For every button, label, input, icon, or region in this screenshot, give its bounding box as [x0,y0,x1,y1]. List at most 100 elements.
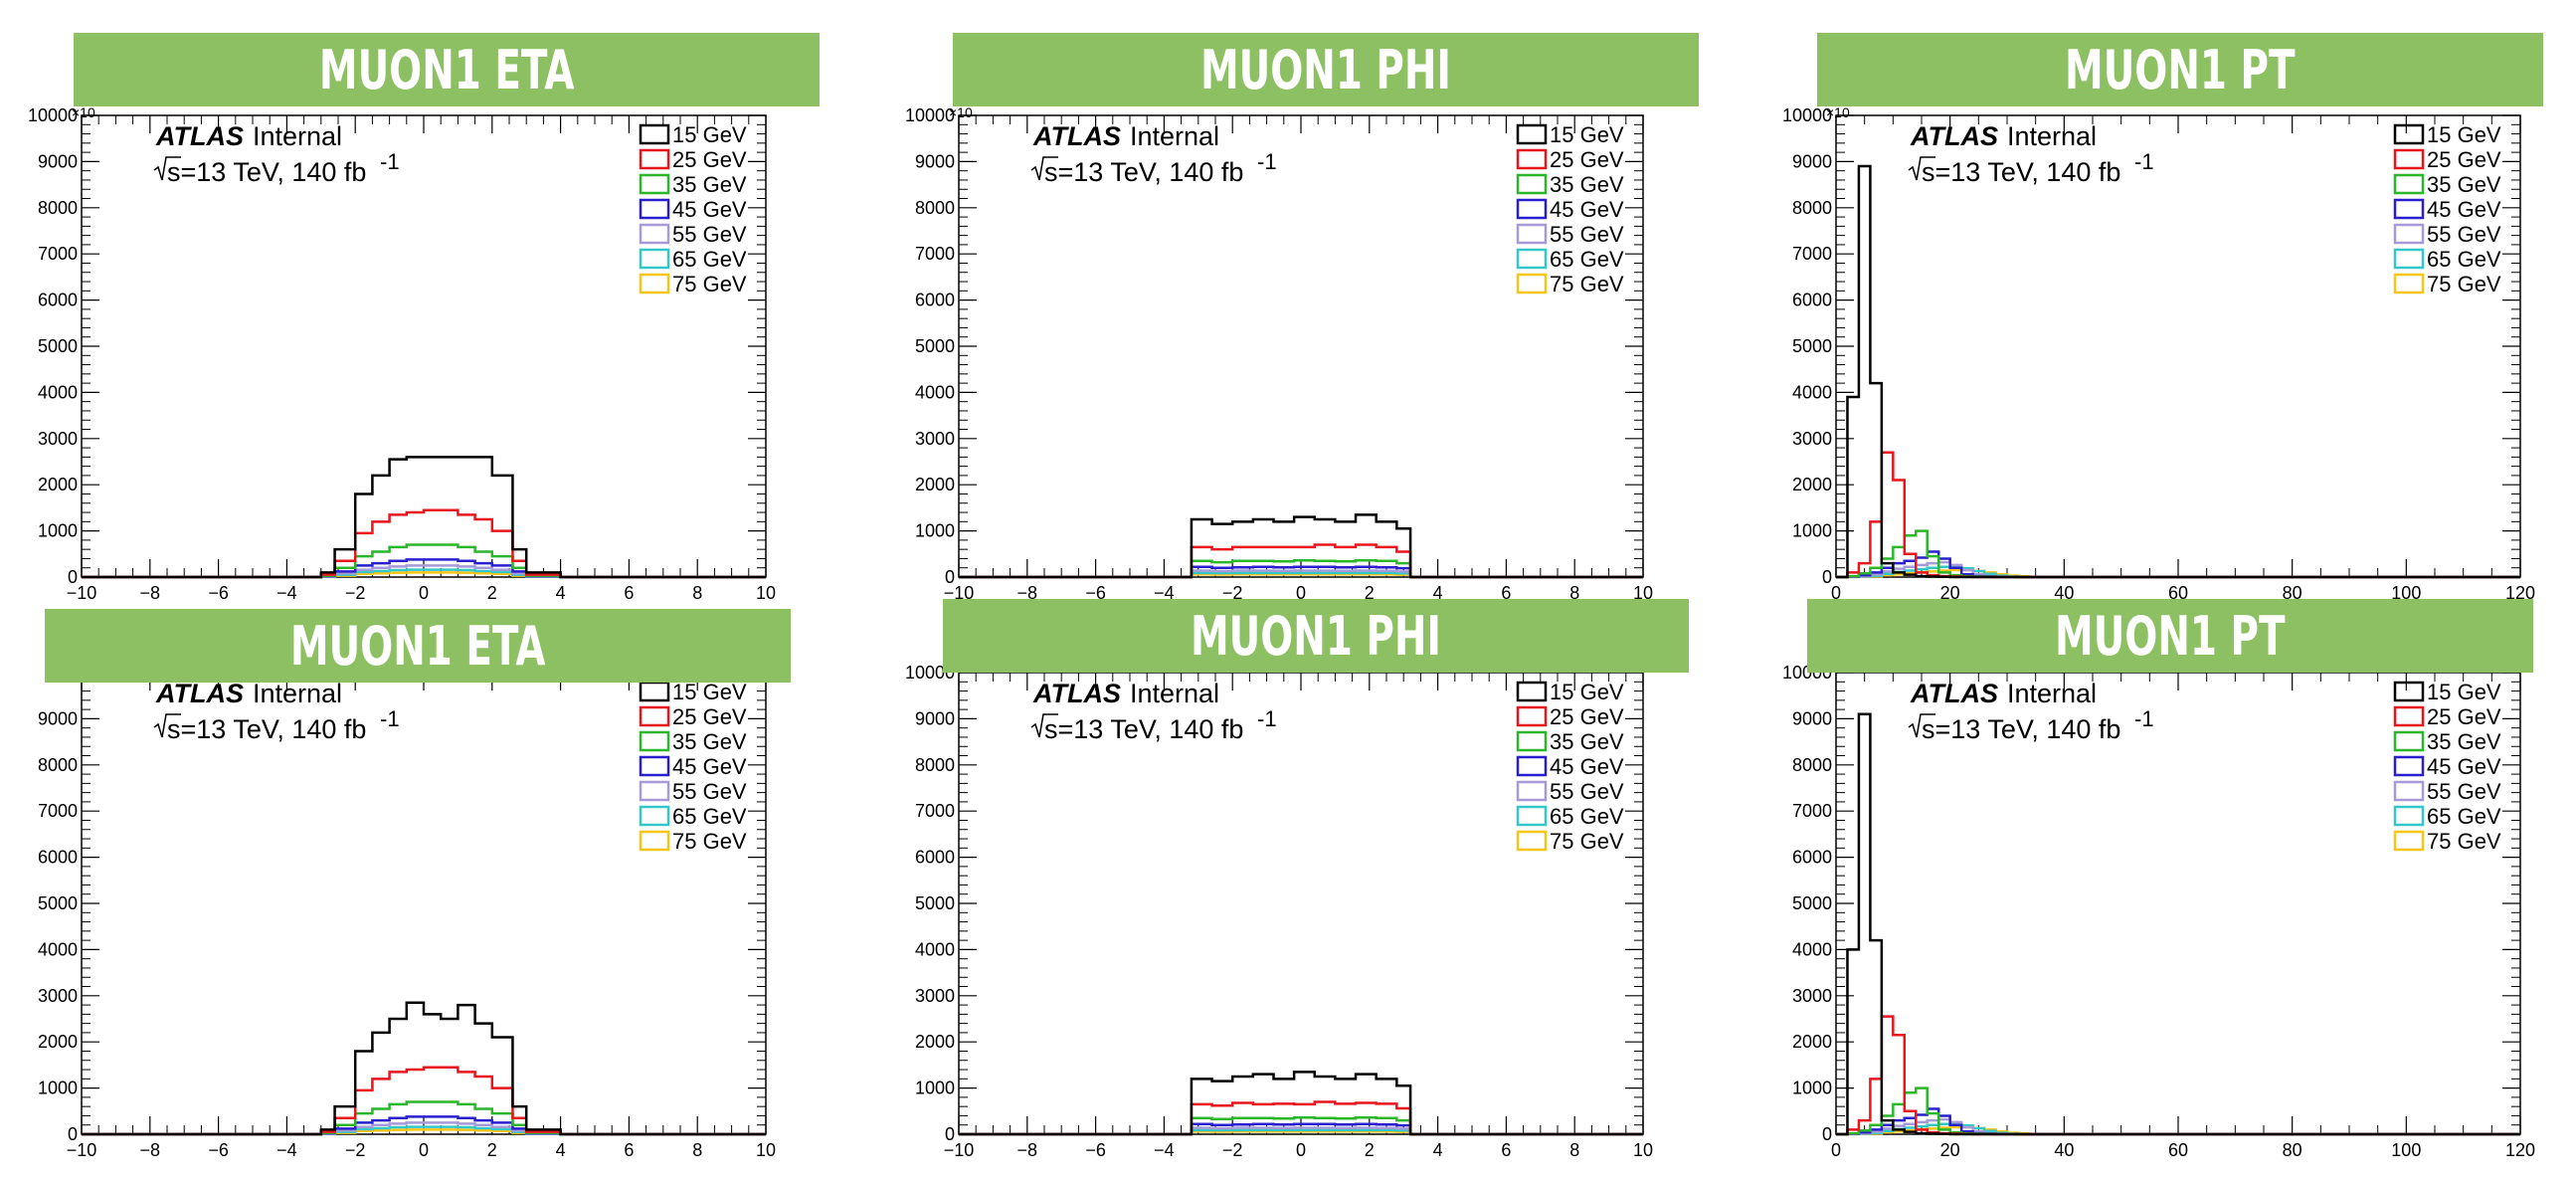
x-tick-label: −10 [67,583,97,603]
x-tick-label: −2 [1222,583,1243,603]
y-tick-label: 8000 [38,198,78,218]
legend-swatch [1516,730,1548,752]
x-tick-label: −4 [276,583,297,603]
x-tick-label: 4 [1433,1140,1443,1160]
x-tick-label: 20 [1940,583,1960,603]
atlas-status-label: Internal [253,679,342,708]
legend-label: 15 GeV [2427,680,2501,704]
y-tick-label: 0 [68,1124,78,1144]
lumi-exponent: -1 [380,149,400,174]
sqrt-icon [1030,156,1058,181]
x-tick-label: 80 [2283,583,2302,603]
sqrt-icon [153,713,181,738]
x-tick-label: 10 [756,583,776,603]
y-tick-label: 9000 [38,708,78,728]
x-tick-label: 80 [2283,1140,2302,1160]
legend-swatch [2393,223,2425,245]
y-tick-label: 4000 [1792,939,1832,959]
legend-swatch [2393,730,2425,752]
histogram-15-gev [959,513,1643,579]
legend-swatch [639,223,670,245]
legend-swatch [639,681,670,702]
y-tick-label: 7000 [38,801,78,821]
x-tick-label: 0 [419,1140,429,1160]
legend-swatch [2393,705,2425,727]
legend-label: 55 GeV [1550,222,1624,247]
legend-swatch [1516,123,1548,145]
legend-label: 25 GeV [672,704,747,729]
legend-swatch [639,830,670,852]
y-tick-label: 5000 [38,336,78,356]
atlas-status-label: Internal [2007,679,2097,708]
legend-label: 65 GeV [2427,247,2501,272]
legend-swatch [639,123,670,145]
legend-swatch [2393,805,2425,827]
legend-label: 55 GeV [2427,222,2501,247]
y-tick-label: 2000 [1792,1032,1832,1052]
legend-label: 75 GeV [1550,272,1624,296]
y-tick-label: 9000 [1792,708,1832,728]
y-tick-label: 4000 [915,939,955,959]
muon1-eta-plot-top: 0100020003000400050006000700080009000100… [28,104,776,603]
legend-label: 65 GeV [672,247,747,272]
legend-label: 15 GeV [2427,122,2501,147]
histogram-25-gev [959,543,1643,579]
atlas-experiment-label: ATLAS [155,679,244,708]
legend-swatch [1516,681,1548,702]
y-tick-label: 8000 [1792,198,1832,218]
x-tick-label: 6 [1501,1140,1511,1160]
legend-swatch [1516,780,1548,802]
sqrt-icon [1030,713,1058,738]
legend-label: 35 GeV [2427,729,2501,754]
y-tick-label: 1000 [38,1079,78,1098]
y-tick-label: 2000 [915,1032,955,1052]
y-tick-label: 3000 [915,986,955,1006]
banner-title: MUON1 ETA [289,614,546,678]
banner-muon1-phi-top: MUON1 PHI [953,33,1699,106]
x-tick-label: −6 [1085,1140,1106,1160]
energy-lumi-label: s=13 TeV, 140 fb [1922,157,2120,187]
histogram-15-gev [959,1071,1643,1136]
x-tick-label: 40 [2054,583,2074,603]
histogram-15-gev [1836,712,2520,1136]
x-tick-label: 4 [556,583,566,603]
atlas-status-label: Internal [2007,121,2097,151]
x-tick-label: −4 [1154,1140,1175,1160]
legend-label: 35 GeV [1550,729,1624,754]
sqrt-icon [1908,156,1935,181]
muon1-phi-plot-top: 0100020003000400050006000700080009000100… [905,104,1653,603]
legend-label: 15 GeV [1550,122,1624,147]
x-tick-label: 8 [692,583,702,603]
legend-label: 65 GeV [1550,804,1624,829]
y-tick-label: 6000 [38,848,78,868]
legend-label: 55 GeV [2427,779,2501,804]
y-tick-label: 6000 [38,291,78,310]
x-tick-label: 8 [692,1140,702,1160]
muon1-pt-plot-top: 0100020003000400050006000700080009000100… [1782,104,2535,603]
x-tick-label: 20 [1940,1140,1960,1160]
x-tick-label: 40 [2054,1140,2074,1160]
legend-label: 75 GeV [1550,829,1624,854]
banner-muon1-phi-bottom: MUON1 PHI [943,599,1689,673]
x-tick-label: 10 [756,1140,776,1160]
y-tick-label: 5000 [1792,336,1832,356]
y-tick-label: 3000 [38,429,78,449]
y-tick-label: 8000 [915,198,955,218]
banner-title: MUON1 PHI [1200,38,1451,101]
muon1-phi-plot-bottom: 0100020003000400050006000700080009000100… [905,663,1653,1160]
y-tick-label: 4000 [38,382,78,402]
legend-label: 15 GeV [672,122,747,147]
y-tick-label: 6000 [915,848,955,868]
legend-label: 15 GeV [1550,680,1624,704]
histogram-35-gev [959,1116,1643,1136]
x-tick-label: 10 [1633,583,1653,603]
x-tick-label: −10 [944,1140,975,1160]
atlas-experiment-label: ATLAS [1910,121,1998,151]
legend-label: 75 GeV [672,829,747,854]
y-tick-label: 0 [945,567,955,587]
lumi-exponent: -1 [1257,149,1277,174]
x-tick-label: −6 [208,1140,229,1160]
atlas-experiment-label: ATLAS [1032,121,1121,151]
y-multiplier-label: ×10 [949,104,973,120]
y-tick-label: 4000 [915,382,955,402]
